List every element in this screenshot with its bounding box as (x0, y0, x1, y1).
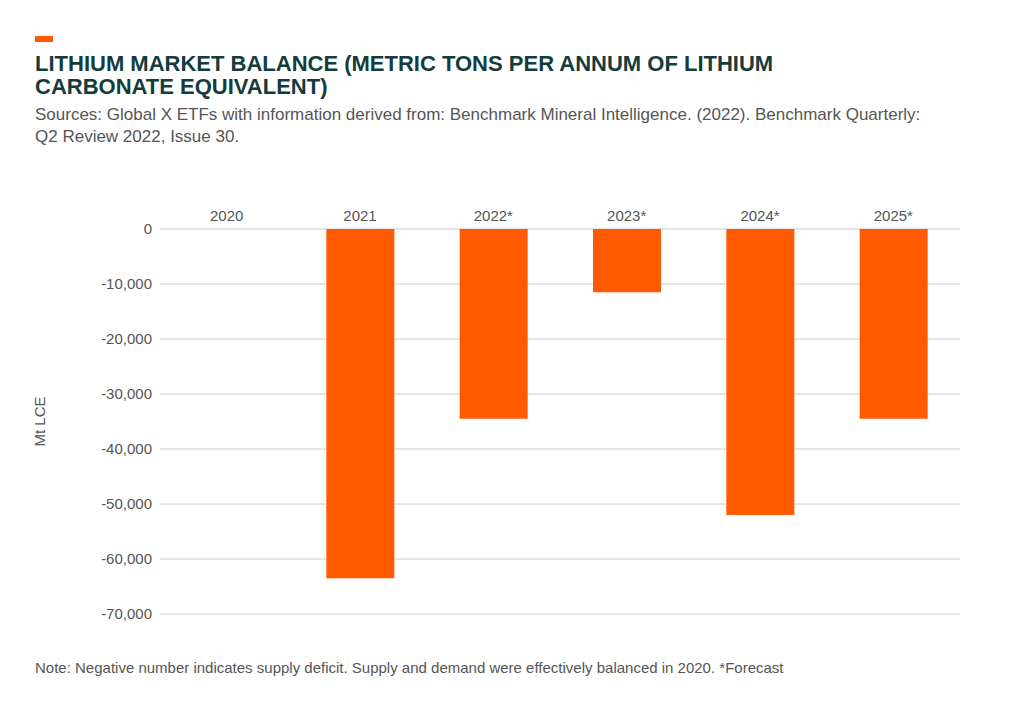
html-text:Note: Negative number indicate: Note: Negative number indicates supply d… (35, 659, 784, 676)
svg-text:-40,000: -40,000 (101, 440, 152, 457)
svg-text:2020: 2020 (210, 207, 243, 224)
svg-text:-70,000: -70,000 (101, 605, 152, 622)
html-text:LITHIUM MARKET BALANCE (METRIC: LITHIUM MARKET BALANCE (METRIC TONS PER … (35, 51, 774, 99)
svg-text:2021: 2021 (343, 207, 376, 224)
svg-text:-10,000: -10,000 (101, 275, 152, 292)
svg-text:2022*: 2022* (474, 207, 513, 224)
svg-text:2025*: 2025* (874, 207, 913, 224)
svg-text:-30,000: -30,000 (101, 385, 152, 402)
svg-text:2023*: 2023* (607, 207, 646, 224)
svg-text:-50,000: -50,000 (101, 495, 152, 512)
svg-text:0: 0 (144, 220, 152, 237)
svg-text:-60,000: -60,000 (101, 550, 152, 567)
svg-text:2024*: 2024* (740, 207, 779, 224)
svg-text:-20,000: -20,000 (101, 330, 152, 347)
html-text:Sources: Global X ETFs with in: Sources: Global X ETFs with information … (35, 105, 921, 146)
svg-text:Mt LCE: Mt LCE (31, 396, 48, 446)
